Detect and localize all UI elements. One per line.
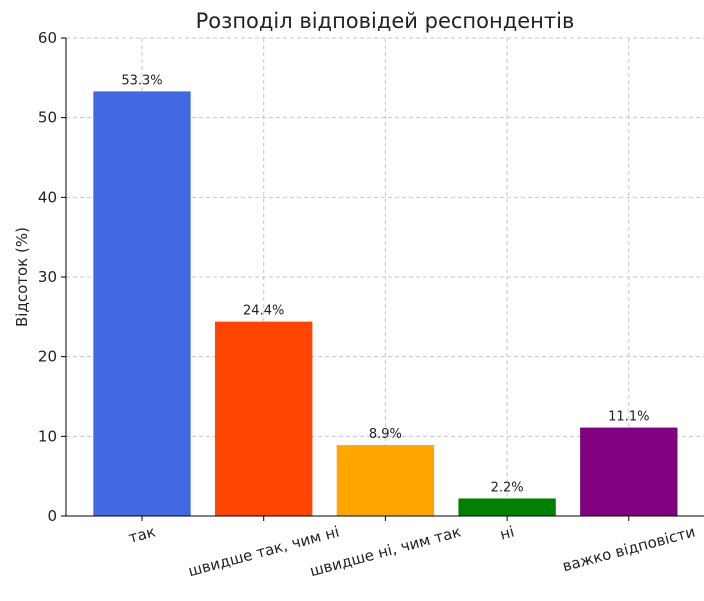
y-tick-label: 60 bbox=[38, 29, 57, 47]
y-tick-label: 0 bbox=[47, 507, 57, 525]
bar bbox=[215, 321, 313, 516]
value-label: 24.4% bbox=[243, 304, 284, 319]
x-tick-label: ні bbox=[498, 523, 516, 544]
y-tick-label: 10 bbox=[38, 427, 57, 445]
chart-title: Розподіл відповідей респондентів bbox=[196, 9, 575, 33]
y-tick-label: 50 bbox=[38, 109, 57, 127]
y-tick-label: 30 bbox=[38, 268, 57, 286]
y-tick-label: 20 bbox=[38, 348, 57, 366]
value-label: 11.1% bbox=[608, 410, 649, 425]
value-label: 8.9% bbox=[369, 427, 402, 442]
bar bbox=[580, 427, 678, 516]
bar bbox=[93, 91, 191, 517]
x-tick-label: так bbox=[127, 523, 158, 547]
x-tick-label: важко відповісти bbox=[560, 523, 697, 576]
y-axis-label: Відсоток (%) bbox=[13, 227, 31, 327]
bar bbox=[336, 445, 435, 516]
y-tick-label: 40 bbox=[38, 188, 57, 206]
value-label: 2.2% bbox=[491, 480, 524, 495]
bar bbox=[458, 498, 556, 516]
value-label: 53.3% bbox=[121, 73, 162, 88]
